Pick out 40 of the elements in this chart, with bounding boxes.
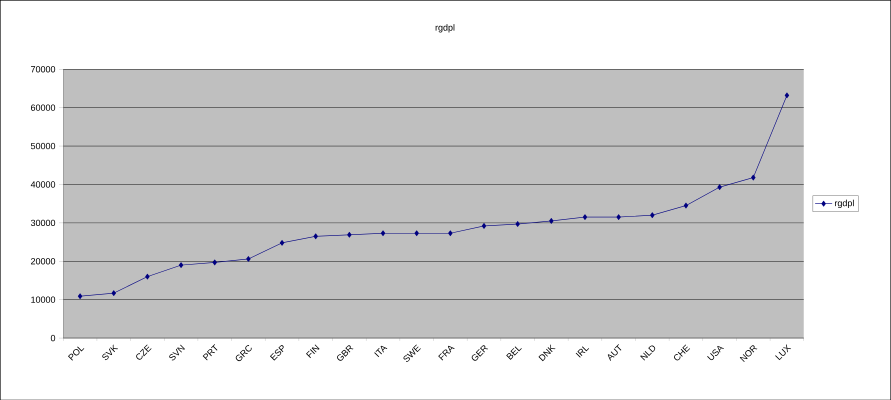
y-tick-label: 20000 (31, 258, 56, 264)
point (280, 240, 284, 246)
point (178, 262, 184, 268)
point (78, 293, 82, 299)
point (112, 290, 116, 296)
point (717, 184, 722, 190)
point (549, 218, 554, 224)
point (448, 230, 453, 236)
point (313, 233, 318, 240)
point (582, 214, 588, 220)
x-tick-label: POL (68, 346, 84, 360)
chart-title: rgdpl (436, 24, 454, 32)
x-tick-label: FRA (438, 346, 455, 360)
point (347, 232, 352, 238)
x-tick-label: USA (707, 346, 724, 360)
point (212, 259, 217, 266)
point (145, 274, 150, 280)
x-tick-label: ITA (374, 346, 388, 358)
point (616, 214, 621, 220)
y-tick-label: 0 (50, 334, 56, 342)
y-tick-label: 50000 (30, 142, 56, 150)
point (684, 202, 688, 208)
x-tick-label: BEL (506, 346, 522, 360)
y-tick-label: 40000 (30, 181, 56, 188)
point (246, 256, 251, 262)
y-tick-label: 30000 (30, 220, 56, 226)
y-tick-label: 70000 (31, 66, 56, 72)
point (751, 174, 756, 180)
x-tick-label: FIN (306, 344, 320, 358)
point (515, 220, 520, 227)
y-tick-label: 60000 (31, 104, 56, 111)
legend-label: rgdpl (835, 200, 854, 208)
x-tick-label: IRL (576, 346, 590, 358)
point (482, 222, 486, 229)
x-tick-label: NLD (640, 345, 656, 360)
point (650, 212, 655, 218)
y-tick-label: 10000 (31, 296, 56, 303)
point (380, 230, 386, 236)
point (784, 92, 790, 98)
point (414, 230, 419, 236)
